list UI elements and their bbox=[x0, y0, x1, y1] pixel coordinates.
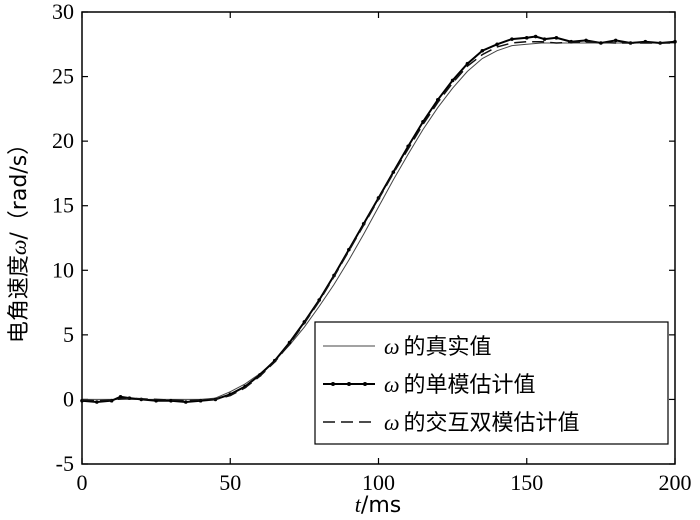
y-tick-label: 25 bbox=[52, 64, 74, 89]
series-point bbox=[95, 400, 99, 404]
y-axis-label: 电角速度ω/（rad/s） bbox=[6, 133, 32, 343]
y-tick-label: 15 bbox=[52, 193, 74, 218]
x-axis-label-var: t bbox=[355, 492, 362, 517]
x-axis-label: t/ms bbox=[355, 492, 401, 518]
y-tick-label: -5 bbox=[56, 451, 74, 476]
legend-text: 的交互双模估计值 bbox=[404, 411, 580, 436]
series-point bbox=[118, 395, 123, 399]
legend-swatch-single-model bbox=[323, 382, 375, 386]
y-tick-label: 20 bbox=[52, 128, 74, 153]
legend-symbol: ω bbox=[384, 334, 400, 359]
y-tick-label: 0 bbox=[63, 386, 74, 411]
legend-text: 的真实值 bbox=[404, 335, 492, 360]
series-point bbox=[542, 37, 547, 41]
series-point bbox=[183, 400, 188, 404]
x-tick-label: 50 bbox=[219, 470, 241, 495]
x-tick-label: 200 bbox=[659, 470, 692, 495]
x-tick-label: 150 bbox=[510, 470, 543, 495]
series-point bbox=[673, 39, 677, 44]
series-point bbox=[347, 247, 351, 252]
y-axis-label-unit: /（rad/s） bbox=[7, 133, 32, 240]
legend: ω 的真实值 ω 的单模估计值 ω 的交互双模估计值 bbox=[314, 321, 669, 445]
legend-text: 的单模估计值 bbox=[404, 373, 536, 398]
series-point bbox=[524, 36, 529, 40]
series-point bbox=[510, 37, 514, 41]
legend-symbol: ω bbox=[384, 372, 400, 397]
x-tick-label: 0 bbox=[77, 470, 88, 495]
x-tick-label: 100 bbox=[362, 470, 395, 495]
series-point bbox=[613, 38, 618, 43]
legend-label-interactive-dual-model: ω 的交互双模估计值 bbox=[384, 410, 580, 436]
y-axis-label-symbol: ω bbox=[6, 240, 31, 256]
series-line-0 bbox=[82, 42, 675, 400]
y-axis-label-main: 电角速度 bbox=[7, 255, 32, 343]
series-point bbox=[391, 170, 396, 174]
series-lines bbox=[80, 34, 677, 404]
series-point bbox=[599, 41, 603, 45]
series-point bbox=[554, 36, 559, 40]
x-axis-label-unit: /ms bbox=[361, 493, 401, 518]
y-tick-label: 5 bbox=[63, 322, 74, 347]
series-point bbox=[480, 48, 485, 53]
y-tick-label: 30 bbox=[52, 0, 74, 24]
series-point bbox=[287, 340, 292, 345]
series-point bbox=[533, 34, 538, 39]
series-point bbox=[495, 42, 499, 47]
y-tick-label: 10 bbox=[52, 257, 74, 282]
legend-label-true-value: ω 的真实值 bbox=[384, 334, 492, 360]
legend-label-single-model: ω 的单模估计值 bbox=[384, 372, 536, 398]
series-point bbox=[450, 78, 455, 83]
legend-symbol: ω bbox=[384, 410, 400, 435]
